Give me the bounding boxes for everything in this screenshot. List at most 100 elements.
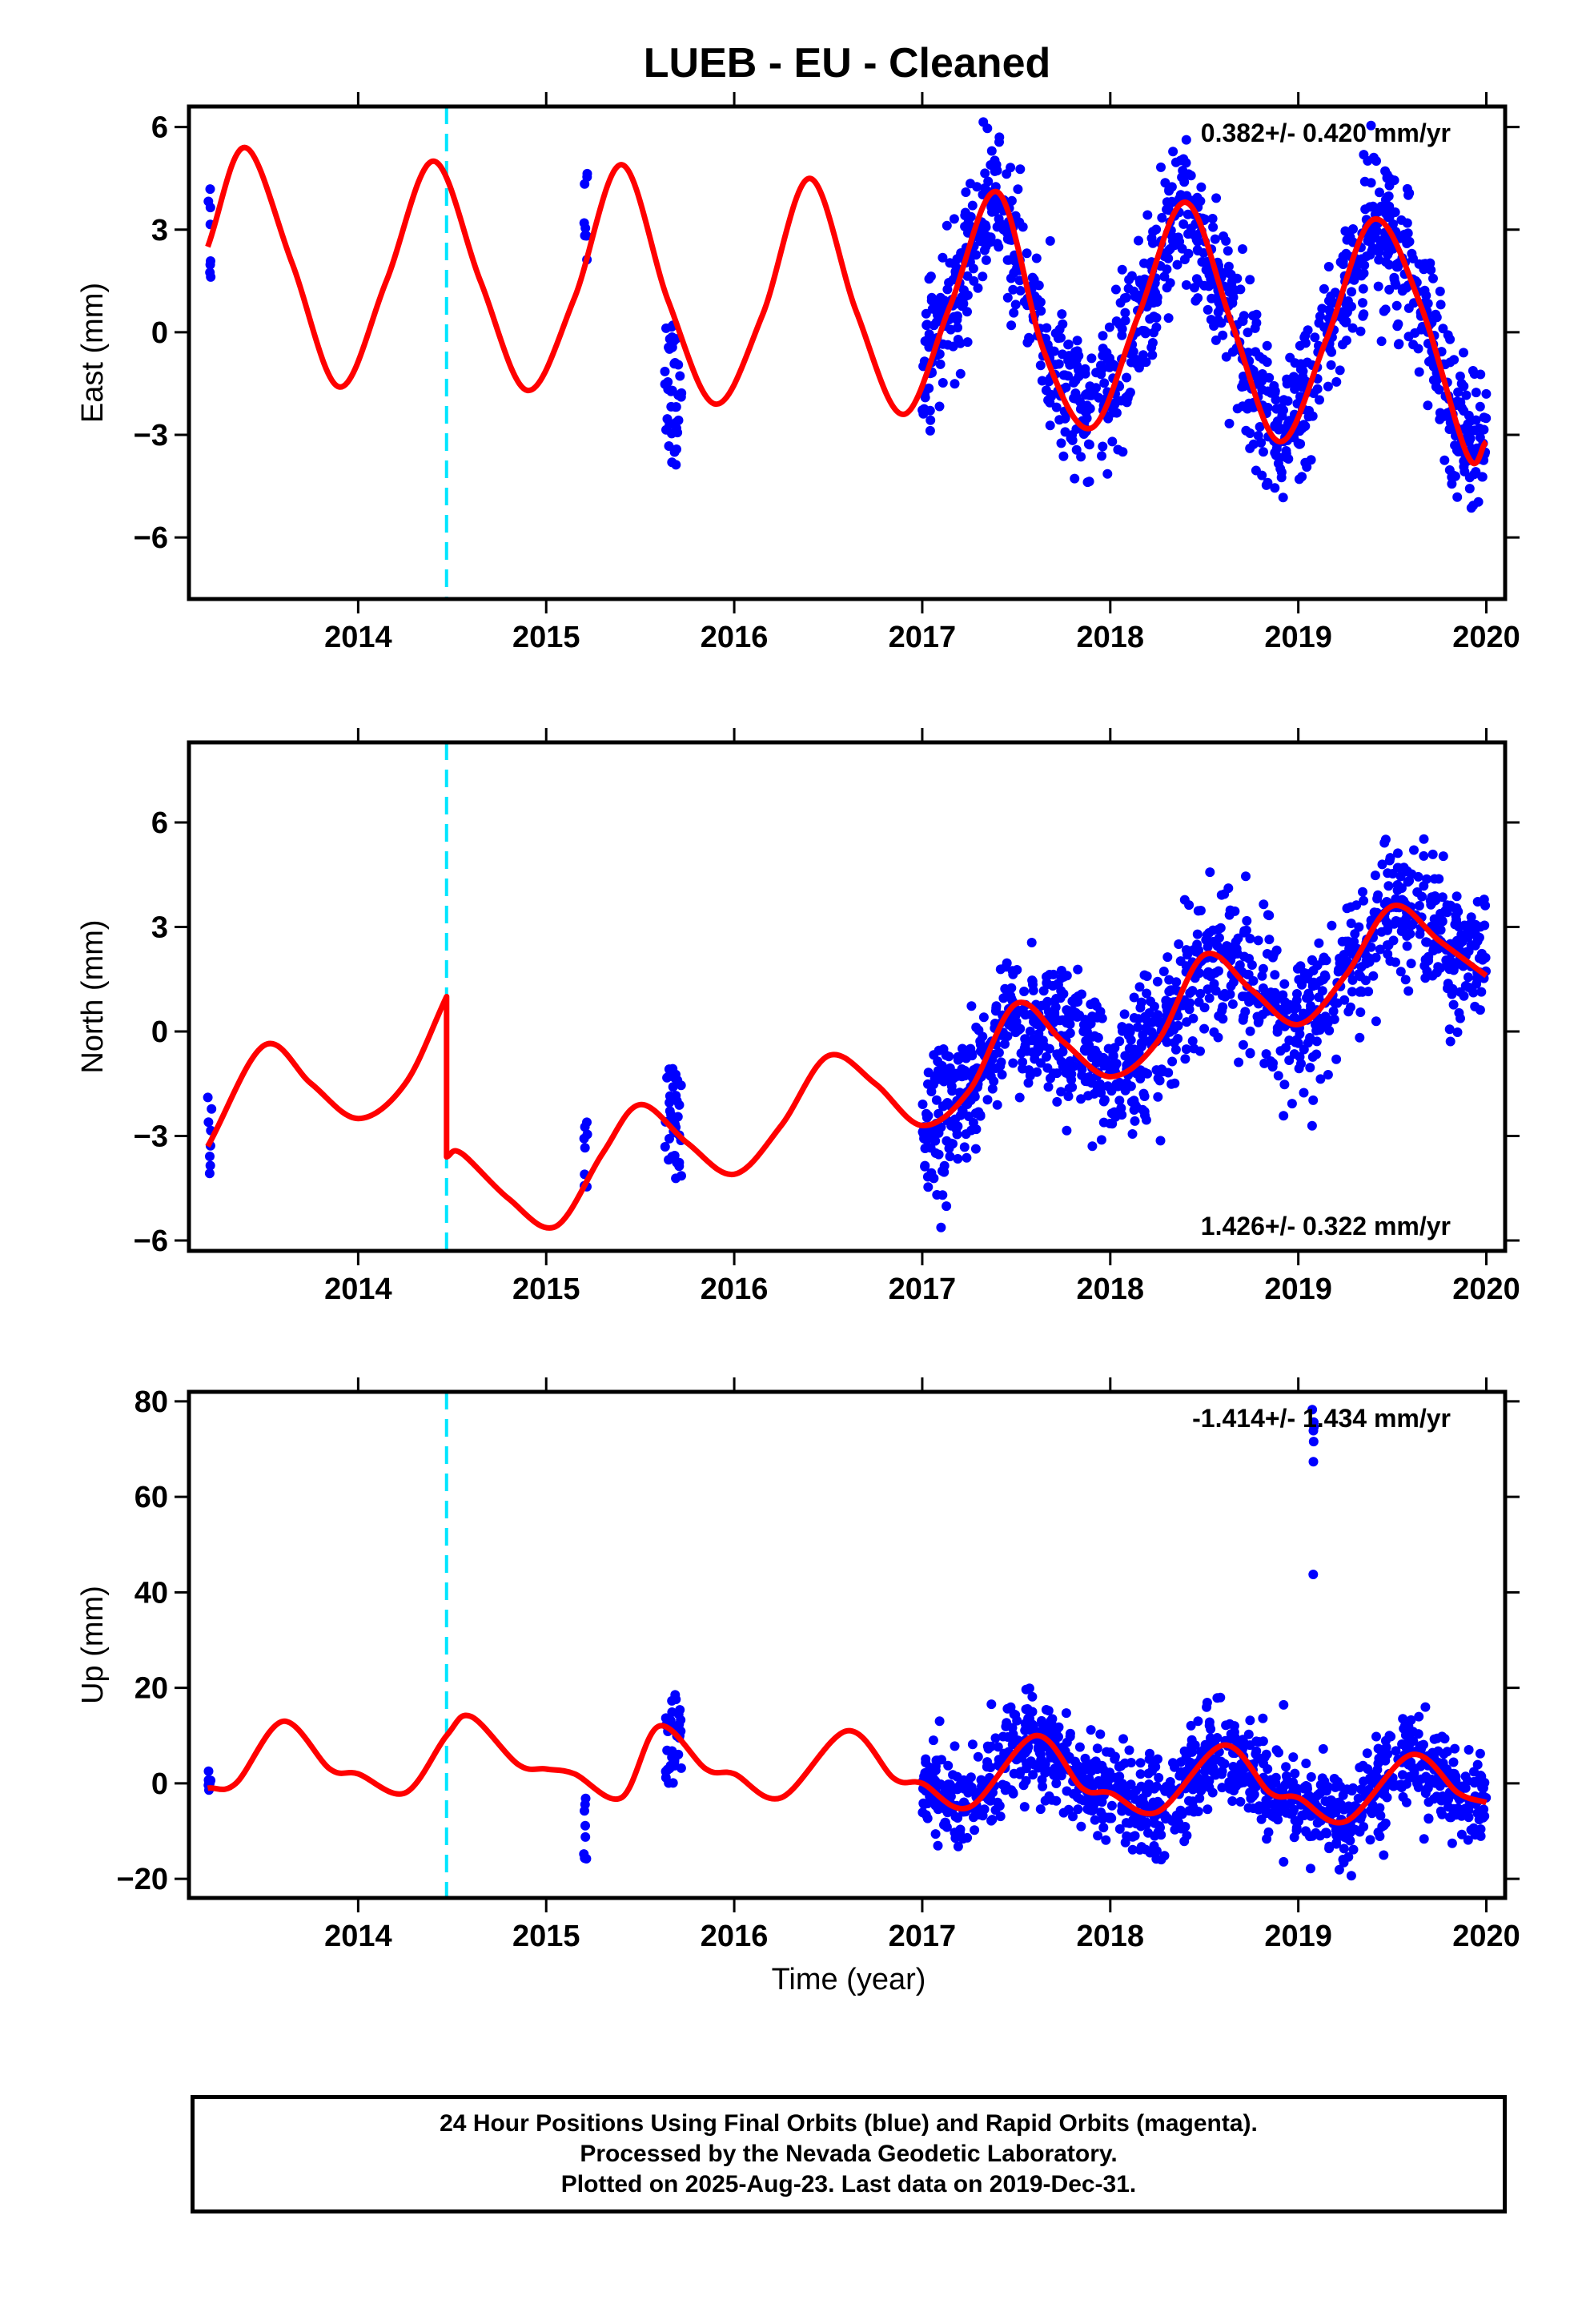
data-point <box>1205 867 1215 878</box>
data-point <box>1480 900 1491 911</box>
data-point <box>1087 1803 1098 1814</box>
data-point <box>1375 239 1386 249</box>
data-point <box>1166 985 1176 995</box>
data-point <box>1041 1705 1051 1715</box>
x-tick-label: 2016 <box>701 621 769 654</box>
data-point <box>1127 1129 1138 1139</box>
data-point <box>1254 1804 1264 1815</box>
data-point <box>205 184 215 195</box>
data-point <box>1155 1136 1166 1146</box>
data-point <box>975 1036 986 1047</box>
data-point <box>1020 1034 1030 1044</box>
x-tick-label: 2018 <box>1077 621 1145 654</box>
data-point <box>1251 371 1261 381</box>
data-point <box>1115 298 1126 308</box>
data-point <box>1381 917 1391 927</box>
data-point <box>1383 191 1394 201</box>
data-point <box>1176 1757 1186 1767</box>
data-point <box>1168 1758 1178 1768</box>
data-point <box>1239 311 1249 321</box>
data-point <box>1385 956 1395 966</box>
data-point <box>1102 468 1113 479</box>
data-point <box>1178 154 1189 164</box>
data-point <box>1223 246 1233 256</box>
data-point <box>1101 1835 1111 1845</box>
data-point <box>933 1804 943 1815</box>
data-point <box>1380 1735 1391 1746</box>
data-point <box>1311 1049 1322 1059</box>
data-point <box>1035 360 1046 371</box>
data-point <box>1189 283 1199 293</box>
data-point <box>1224 418 1235 428</box>
y-axis-label: North (mm) <box>76 919 110 1073</box>
data-point <box>1013 184 1023 195</box>
data-point <box>1193 246 1203 255</box>
data-point <box>1367 1799 1378 1810</box>
data-point <box>1450 440 1460 451</box>
data-point <box>582 1117 592 1128</box>
data-point <box>1300 338 1311 348</box>
data-point <box>1139 1801 1150 1811</box>
data-point <box>1280 997 1291 1007</box>
data-point <box>1283 454 1294 464</box>
data-point <box>205 203 215 213</box>
data-point <box>961 1129 971 1140</box>
data-point <box>1209 979 1219 989</box>
data-point <box>921 320 932 331</box>
data-point <box>1248 975 1259 986</box>
data-point <box>1026 938 1037 947</box>
y-tick-label: −20 <box>117 1863 168 1896</box>
data-point <box>1263 477 1273 488</box>
data-point <box>1232 273 1243 283</box>
data-point <box>1207 1787 1218 1798</box>
data-point <box>1133 1022 1142 1032</box>
data-point <box>1195 906 1206 915</box>
data-point <box>1130 1116 1140 1126</box>
data-point <box>1472 931 1482 942</box>
y-axis-label: Up (mm) <box>76 1586 110 1704</box>
data-point <box>1295 1051 1305 1062</box>
data-point <box>1307 955 1317 965</box>
data-point <box>1472 973 1482 983</box>
data-point <box>961 187 971 197</box>
data-point <box>1206 1724 1216 1735</box>
data-point <box>1307 1405 1318 1415</box>
data-point <box>1104 322 1114 332</box>
data-point <box>1149 1783 1159 1794</box>
data-point <box>1084 440 1094 450</box>
data-point <box>998 224 1009 235</box>
data-point <box>1193 1716 1203 1727</box>
data-point <box>1414 901 1424 911</box>
data-point <box>1163 313 1174 324</box>
data-point <box>1294 1063 1304 1074</box>
data-point <box>1424 1777 1435 1787</box>
data-point <box>1232 404 1243 414</box>
data-point <box>1195 968 1204 979</box>
data-point <box>1262 1834 1272 1844</box>
data-point <box>938 378 948 388</box>
data-point <box>936 1222 946 1232</box>
data-point <box>1327 920 1337 931</box>
data-point <box>926 415 936 425</box>
x-tick-label: 2017 <box>889 1273 957 1306</box>
data-point <box>1276 467 1287 477</box>
data-point <box>203 1092 213 1103</box>
data-point <box>1130 1831 1140 1841</box>
data-point <box>1166 196 1177 207</box>
data-point <box>1295 439 1306 449</box>
data-point <box>1359 895 1369 906</box>
data-point <box>1083 1777 1094 1787</box>
data-point <box>1217 1005 1227 1015</box>
data-point <box>1142 1787 1152 1798</box>
data-point <box>990 1733 1001 1743</box>
data-point <box>1018 1063 1028 1074</box>
data-point <box>1058 989 1069 999</box>
data-point <box>1328 996 1339 1007</box>
data-point <box>920 1767 930 1778</box>
data-point <box>1355 326 1366 336</box>
data-point <box>1085 381 1095 392</box>
data-point <box>1065 1019 1075 1029</box>
data-point <box>1341 299 1351 309</box>
data-point <box>1154 1076 1165 1086</box>
data-point <box>1232 948 1243 959</box>
